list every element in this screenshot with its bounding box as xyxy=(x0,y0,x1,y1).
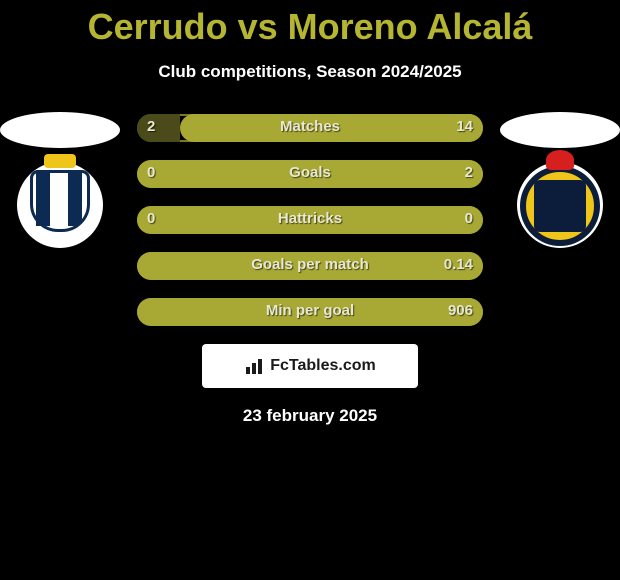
team-right-crest xyxy=(510,156,610,256)
stats-bars: 2 Matches 14 0 Goals 2 0 Hattricks 0 xyxy=(137,112,483,326)
stat-value-right: 906 xyxy=(448,302,473,319)
stat-row: Goals per match 0.14 xyxy=(137,252,483,280)
comparison-content: 2 Matches 14 0 Goals 2 0 Hattricks 0 xyxy=(0,112,620,426)
subtitle: Club competitions, Season 2024/2025 xyxy=(0,62,620,82)
stat-label: Matches xyxy=(137,118,483,135)
brand-text: FcTables.com xyxy=(270,357,376,375)
stat-row: 2 Matches 14 xyxy=(137,114,483,142)
team-left-ellipse xyxy=(0,112,120,148)
brand-box[interactable]: FcTables.com xyxy=(202,344,418,388)
stat-row: 0 Hattricks 0 xyxy=(137,206,483,234)
team-right xyxy=(500,112,620,256)
page-title: Cerrudo vs Moreno Alcalá xyxy=(0,0,620,48)
team-right-ellipse xyxy=(500,112,620,148)
stat-row: 0 Goals 2 xyxy=(137,160,483,188)
stat-label: Hattricks xyxy=(137,210,483,227)
team-left xyxy=(0,112,120,256)
stat-value-right: 2 xyxy=(465,164,473,181)
stat-row: Min per goal 906 xyxy=(137,298,483,326)
team-left-crest xyxy=(10,156,110,256)
stat-value-right: 0 xyxy=(465,210,473,227)
stat-label: Goals xyxy=(137,164,483,181)
stat-label: Goals per match xyxy=(137,256,483,273)
brand-logo-icon xyxy=(244,358,264,374)
stat-value-right: 14 xyxy=(456,118,473,135)
stat-value-right: 0.14 xyxy=(444,256,473,273)
stat-label: Min per goal xyxy=(137,302,483,319)
date-text: 23 february 2025 xyxy=(0,406,620,426)
